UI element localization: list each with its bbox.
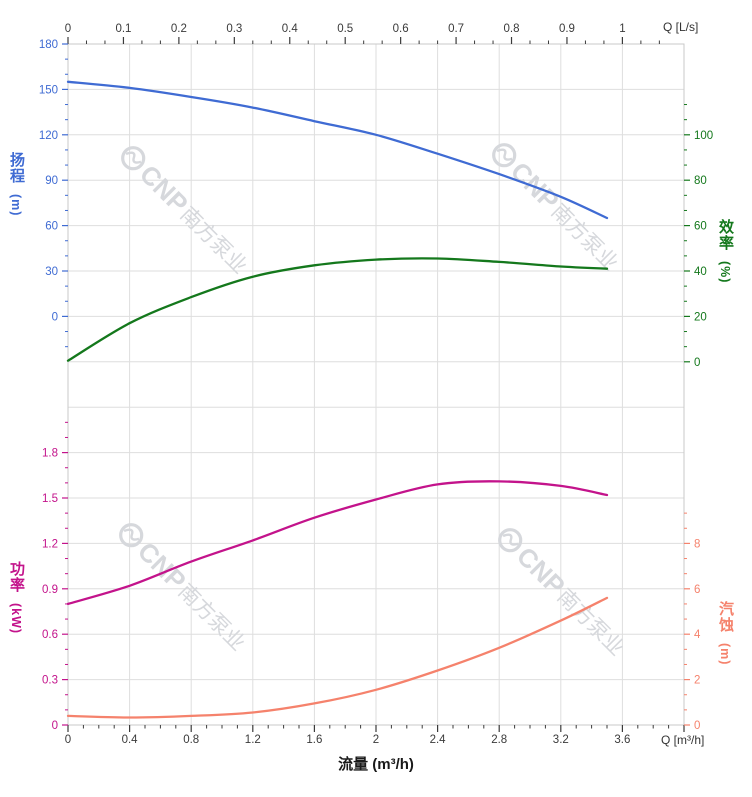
curve-head — [66, 80, 609, 220]
curve-power — [66, 480, 609, 606]
svg-text:60: 60 — [694, 221, 707, 233]
svg-text:100: 100 — [694, 130, 713, 142]
svg-text:1.6: 1.6 — [306, 734, 322, 746]
svg-text:1.5: 1.5 — [42, 493, 58, 505]
cnp-logo-icon — [121, 146, 146, 171]
svg-text:1.2: 1.2 — [42, 538, 58, 550]
svg-text:0.9: 0.9 — [42, 584, 58, 596]
cnp-logo-icon — [119, 523, 144, 548]
svg-text:南方泵业: 南方泵业 — [547, 200, 623, 276]
svg-text:1: 1 — [619, 23, 625, 35]
axis-title-text: 功率 — [8, 561, 25, 593]
y-axis-title-head: 扬程 (m) — [8, 152, 25, 217]
svg-text:0: 0 — [694, 357, 700, 369]
svg-text:0.7: 0.7 — [448, 23, 464, 35]
y-axis-npsh: 8 6 4 2 0 — [684, 512, 701, 732]
svg-text:20: 20 — [694, 311, 707, 323]
svg-text:90: 90 — [45, 175, 58, 187]
svg-text:1.8: 1.8 — [42, 448, 58, 460]
svg-text:150: 150 — [39, 84, 58, 96]
svg-text:南方泵业: 南方泵业 — [176, 203, 252, 279]
svg-text:2.4: 2.4 — [430, 734, 447, 746]
svg-text:0.8: 0.8 — [504, 23, 520, 35]
x-axis-bottom: 0 0.4 0.8 1.2 1.6 2 2.4 2.8 3.2 3.6 — [65, 725, 685, 746]
svg-text:南方泵业: 南方泵业 — [174, 580, 250, 656]
axis-title-text: 效率 — [717, 219, 734, 251]
svg-text:0.3: 0.3 — [42, 675, 58, 687]
svg-text:0: 0 — [65, 734, 71, 746]
svg-text:0: 0 — [52, 720, 58, 732]
svg-text:8: 8 — [694, 538, 700, 550]
cnp-logo-icon — [492, 143, 517, 168]
svg-text:2: 2 — [373, 734, 379, 746]
x-axis-title: 流量 (m³/h) — [338, 756, 414, 773]
y-axis-title-npsh: 汽蚀 (m) — [717, 601, 734, 666]
axis-unit-text: (kW) — [9, 603, 23, 635]
svg-text:0: 0 — [694, 720, 700, 732]
svg-text:6: 6 — [694, 584, 700, 596]
svg-text:0.1: 0.1 — [115, 23, 131, 35]
axis-unit-text: (m) — [9, 194, 23, 217]
y-axis-efficiency: 100 80 60 40 20 0 — [684, 104, 713, 369]
svg-text:2: 2 — [694, 675, 700, 687]
svg-text:0.5: 0.5 — [337, 23, 353, 35]
y-axis-title-power: 功率 (kW) — [8, 561, 25, 635]
svg-text:4: 4 — [694, 629, 701, 641]
svg-text:0: 0 — [65, 23, 71, 35]
y-axis-head: 180 150 120 90 60 30 0 — [39, 39, 68, 348]
svg-text:0.9: 0.9 — [559, 23, 575, 35]
svg-text:0.6: 0.6 — [393, 23, 409, 35]
svg-text:180: 180 — [39, 39, 58, 51]
axis-title-text: 汽蚀 — [717, 601, 734, 633]
unit-label-top: Q [L/s] — [663, 20, 699, 34]
svg-text:0: 0 — [52, 311, 58, 323]
x-axis-top: 0 0.1 0.2 0.3 0.4 0.5 0.6 0.7 0.8 0.9 1 — [65, 23, 660, 44]
svg-text:3.2: 3.2 — [553, 734, 569, 746]
curve-npsh — [66, 596, 609, 719]
svg-text:30: 30 — [45, 266, 58, 278]
svg-text:0.4: 0.4 — [282, 23, 299, 35]
y-axis-power: 1.8 1.5 1.2 0.9 0.6 0.3 0 — [42, 421, 68, 732]
axis-title-text: 扬程 — [8, 152, 25, 184]
svg-text:120: 120 — [39, 130, 58, 142]
svg-text:0.3: 0.3 — [226, 23, 242, 35]
svg-text:0.4: 0.4 — [122, 734, 139, 746]
svg-text:60: 60 — [45, 221, 58, 233]
svg-text:80: 80 — [694, 175, 707, 187]
svg-text:40: 40 — [694, 266, 707, 278]
svg-text:南方泵业: 南方泵业 — [553, 585, 629, 661]
svg-text:3.6: 3.6 — [614, 734, 630, 746]
svg-text:2.8: 2.8 — [491, 734, 507, 746]
svg-text:1.2: 1.2 — [245, 734, 261, 746]
axis-unit-text: (m) — [718, 643, 732, 666]
cnp-logo-icon — [498, 528, 523, 553]
svg-text:0.6: 0.6 — [42, 629, 58, 641]
axis-unit-text: (%) — [718, 261, 732, 284]
svg-text:0.8: 0.8 — [183, 734, 199, 746]
y-axis-title-efficiency: 效率 (%) — [717, 219, 734, 284]
curve-efficiency — [66, 257, 609, 362]
grid-lines — [68, 44, 684, 725]
svg-text:0.2: 0.2 — [171, 23, 187, 35]
unit-label-bottom: Q [m³/h] — [661, 733, 705, 747]
